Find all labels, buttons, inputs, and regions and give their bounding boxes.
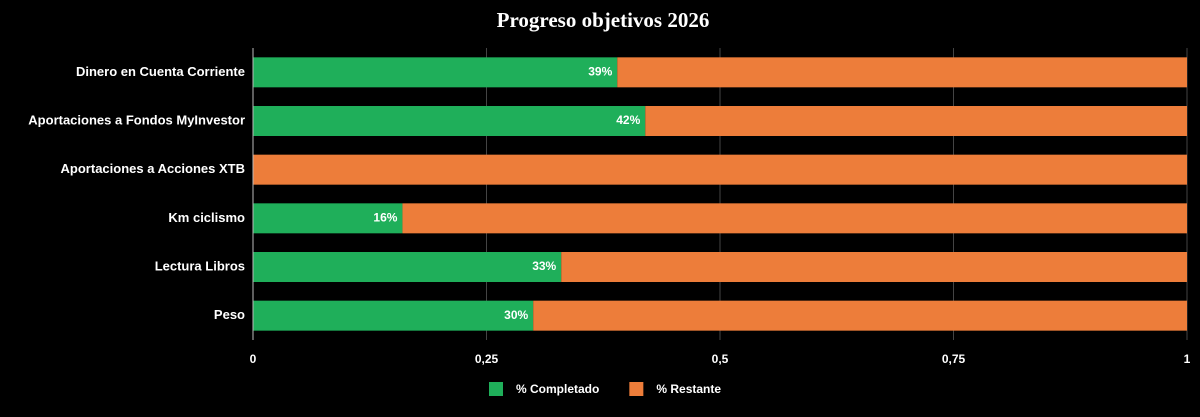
- bar-segment: [561, 252, 1187, 282]
- y-tick-label: Lectura Libros: [155, 258, 245, 273]
- chart-title: Progreso objetivos 2026: [497, 8, 710, 32]
- x-tick-label: 0: [250, 352, 257, 366]
- bar-segment: [617, 57, 1187, 88]
- data-label: 30%: [504, 308, 528, 322]
- bar-segment: [533, 300, 1187, 331]
- y-tick-label: Km ciclismo: [168, 210, 245, 225]
- legend-swatch: [629, 382, 644, 396]
- legend-label: % Restante: [656, 382, 721, 396]
- data-label: 42%: [616, 113, 640, 127]
- bar-segment: [402, 203, 1187, 234]
- bar-segment: [253, 203, 403, 234]
- bar-segment: [253, 252, 562, 282]
- legend-swatch: [489, 382, 503, 396]
- bar-segment: [253, 106, 646, 136]
- data-label: 33%: [532, 259, 556, 273]
- bar-segment: [253, 300, 534, 331]
- bar-segment: [645, 106, 1187, 136]
- bar-segment: [253, 57, 618, 88]
- y-tick-label: Dinero en Cuenta Corriente: [76, 64, 245, 79]
- x-tick-label: 0,5: [712, 352, 729, 366]
- x-tick-label: 1: [1184, 352, 1191, 366]
- y-tick-label: Aportaciones a Acciones XTB: [61, 161, 245, 176]
- y-tick-label: Peso: [214, 307, 245, 322]
- data-label: 39%: [588, 65, 612, 79]
- x-tick-label: 0,75: [942, 352, 966, 366]
- bar-segment: [253, 154, 1187, 185]
- x-tick-label: 0,25: [475, 352, 499, 366]
- legend-label: % Completado: [516, 382, 599, 396]
- data-label: 16%: [373, 211, 397, 225]
- y-tick-label: Aportaciones a Fondos MyInvestor: [28, 112, 245, 127]
